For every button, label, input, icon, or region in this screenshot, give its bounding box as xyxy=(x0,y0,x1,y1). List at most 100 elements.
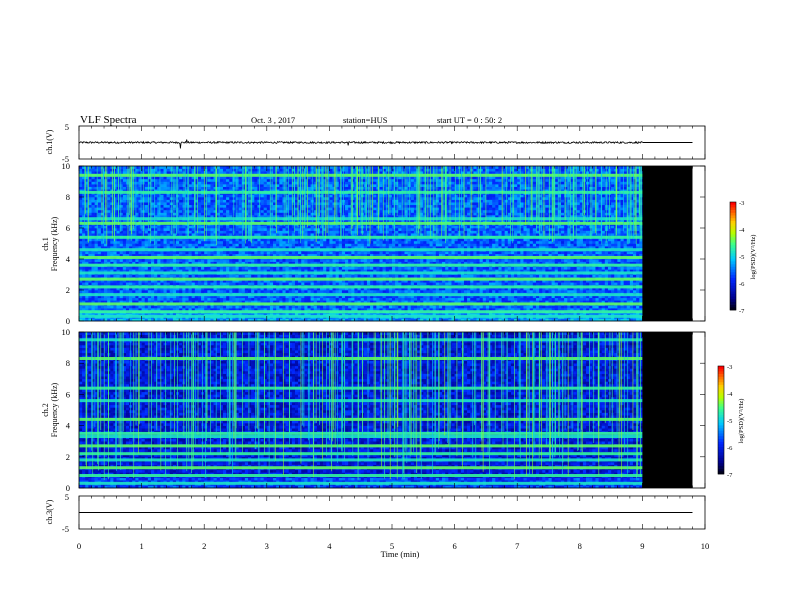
ch1-spectrogram-cell xyxy=(164,179,167,182)
ch1-spectrogram-cell xyxy=(198,194,201,197)
ch1-spectrogram-cell xyxy=(107,267,110,270)
ch1-spectrogram-cell xyxy=(157,282,160,285)
ch1-spectrogram-cell xyxy=(157,244,160,247)
ch1-spectrogram-cell xyxy=(164,207,167,210)
ch1-spectrogram-cell xyxy=(164,171,167,174)
ch1-spectrogram-cell xyxy=(176,275,179,278)
ch1-spectrogram-cell xyxy=(92,306,95,309)
ch1-spectrogram-cell xyxy=(92,205,95,208)
ch1-spectrogram-cell xyxy=(123,241,126,244)
ch1-spectrogram-cell xyxy=(160,275,163,278)
ch1-spectrogram-cell xyxy=(117,282,120,285)
ch1-spectrogram-cell xyxy=(223,231,226,234)
ch1-spectrogram-cell xyxy=(179,202,182,205)
ch1-spectrogram-cell xyxy=(207,282,210,285)
ch1-spectrogram-cell xyxy=(157,233,160,236)
ch1-spectrogram-cell xyxy=(182,233,185,236)
ch1-spectrogram-cell xyxy=(226,213,229,216)
ch1-spectrogram-cell xyxy=(164,184,167,187)
ch1-spectrogram-cell xyxy=(192,306,195,309)
ch1-spectrogram-cell xyxy=(201,290,204,293)
ch1-spectrogram-cell xyxy=(179,298,182,301)
figure-title: VLF Spectra xyxy=(80,114,137,126)
ch1-spectrogram-cell xyxy=(151,225,154,228)
ch1-spectrogram-cell xyxy=(198,290,201,293)
ch1-spectrogram-cell xyxy=(95,231,98,234)
ch1-spectrogram-cell xyxy=(92,244,95,247)
ch1-spectrogram-cell xyxy=(223,179,226,182)
ch1-spectrogram-cell xyxy=(120,197,123,200)
ch1-spectrogram-cell xyxy=(160,194,163,197)
ch1-spectrogram-cell xyxy=(113,210,116,213)
ch1-spectrogram-cell xyxy=(123,251,126,254)
ch1-spectrogram-cell xyxy=(189,171,192,174)
ch1-spectrogram-cell xyxy=(145,197,148,200)
ch1-spectrogram-cell xyxy=(117,290,120,293)
ch1-spectrogram-cell xyxy=(120,275,123,278)
ch1-spectrogram-cell xyxy=(120,200,123,203)
ch1-spectrogram-cell xyxy=(82,171,85,174)
ch1-spectrogram-cell xyxy=(79,197,82,200)
ch1-spectrogram-cell xyxy=(179,166,182,169)
ch1-spectrogram-cell xyxy=(170,259,173,262)
ch1-spectrogram-cell xyxy=(113,169,116,172)
ch1-spectrogram-cell xyxy=(126,251,129,254)
ch1-spectrogram-cell xyxy=(117,251,120,254)
ch1-spectrogram-cell xyxy=(82,213,85,216)
ch1-spectrogram-cell xyxy=(138,233,141,236)
ch1-spectrogram-cell xyxy=(85,306,88,309)
ch1-spectrogram-cell xyxy=(154,306,157,309)
ch1-spectrogram-cell xyxy=(220,182,223,185)
ch1-spectrogram-cell xyxy=(88,306,91,309)
ch1-spectrogram-cell xyxy=(145,259,148,262)
ch1-spectrogram-cell xyxy=(132,231,135,234)
ch1-spectrogram-cell xyxy=(217,182,220,185)
ch1-spectrogram-cell xyxy=(85,251,88,254)
ch1-spectrogram-cell xyxy=(123,184,126,187)
ch1-spectrogram-cell xyxy=(92,169,95,172)
ch1-spectrogram-cell xyxy=(185,169,188,172)
ch1-spectrogram-cell xyxy=(107,231,110,234)
ch1-spectrogram-cell xyxy=(98,298,101,301)
ch1-spectrogram-cell xyxy=(160,213,163,216)
ch1-spectrogram-cell xyxy=(129,267,132,270)
ch1-spectrogram-cell xyxy=(226,298,229,301)
ch1-spectrogram-cell xyxy=(117,231,120,234)
ch1-spectrogram-cell xyxy=(138,210,141,213)
ch1-spectrogram-cell xyxy=(167,171,170,174)
ch1-spectrogram-cell xyxy=(173,231,176,234)
ch1-spectrogram-cell xyxy=(82,182,85,185)
ch1-spectrogram-cell xyxy=(120,231,123,234)
ch1-spectrogram-cell xyxy=(170,275,173,278)
ch1-spectrogram-cell xyxy=(207,182,210,185)
ch1-spectrogram-cell xyxy=(204,306,207,309)
ch1-spectrogram-cell xyxy=(98,231,101,234)
ch1-spectrogram-cell xyxy=(229,187,232,190)
ch1-spectrogram-cell xyxy=(195,259,198,262)
ch1-spectrogram-cell xyxy=(232,267,235,270)
ch1-spectrogram-cell xyxy=(85,275,88,278)
ch1-spectrogram-cell xyxy=(120,171,123,174)
ch1-spectrogram-cell xyxy=(179,290,182,293)
ch1-spectrogram-cell xyxy=(145,228,148,231)
ch1-spectrogram-cell xyxy=(195,298,198,301)
ch1-spectrogram-cell xyxy=(107,259,110,262)
ch1-spectrogram-cell xyxy=(185,184,188,187)
ch1-spectrogram-cell xyxy=(173,259,176,262)
ch1-spectrogram-cell xyxy=(88,210,91,213)
ch1-spectrogram-cell xyxy=(214,298,217,301)
ch1-spectrogram-cell xyxy=(164,306,167,309)
ch1-spectrogram-cell xyxy=(79,182,82,185)
ch1-spectrogram-cell xyxy=(113,244,116,247)
ch1-spectrogram-cell xyxy=(198,179,201,182)
ch1-spectrogram-cell xyxy=(113,282,116,285)
ch1-spectrogram-cell xyxy=(185,233,188,236)
ch1-spectrogram-cell xyxy=(98,194,101,197)
ch1-spectrogram-cell xyxy=(214,259,217,262)
ch1-spectrogram-cell xyxy=(79,231,82,234)
ch1-spectrogram-cell xyxy=(95,200,98,203)
ch1-spectrogram-cell xyxy=(179,169,182,172)
ch1-spectrogram-cell xyxy=(217,166,220,169)
ch1-spectrogram-cell xyxy=(201,182,204,185)
ch1-spectrogram-cell xyxy=(148,306,151,309)
